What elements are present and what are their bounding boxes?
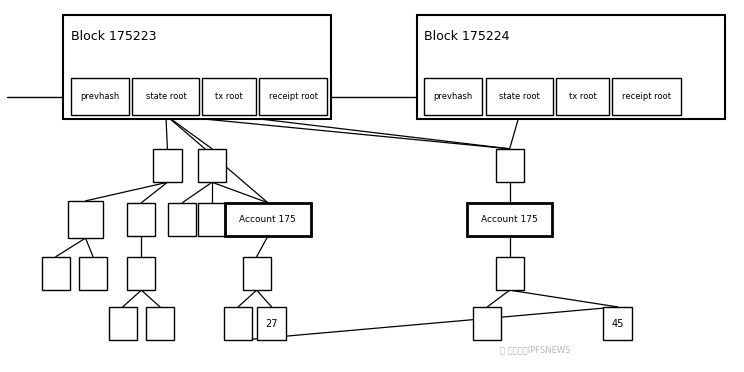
FancyBboxPatch shape [473,307,501,340]
FancyBboxPatch shape [127,257,155,290]
Text: 27: 27 [266,319,278,328]
FancyBboxPatch shape [417,15,725,119]
FancyBboxPatch shape [168,203,196,236]
Text: Block 175224: Block 175224 [424,30,510,43]
Text: prevhash: prevhash [434,92,472,101]
FancyBboxPatch shape [198,203,226,236]
Text: prevhash: prevhash [80,92,119,101]
FancyBboxPatch shape [259,78,327,115]
Text: 45: 45 [612,319,623,328]
FancyBboxPatch shape [612,78,681,115]
FancyBboxPatch shape [132,78,199,115]
Text: Block 175223: Block 175223 [71,30,156,43]
FancyBboxPatch shape [79,257,107,290]
FancyBboxPatch shape [424,78,482,115]
FancyBboxPatch shape [467,203,553,236]
FancyBboxPatch shape [225,203,311,236]
Text: 🔍 星际视界IPFSNEWS: 🔍 星际视界IPFSNEWS [501,345,571,354]
FancyBboxPatch shape [556,78,609,115]
Text: Account 175: Account 175 [240,215,296,224]
FancyBboxPatch shape [42,257,70,290]
FancyBboxPatch shape [486,78,553,115]
FancyBboxPatch shape [243,257,271,290]
FancyBboxPatch shape [198,149,226,182]
Text: state root: state root [146,92,186,101]
FancyBboxPatch shape [603,307,632,340]
Text: receipt root: receipt root [269,92,318,101]
Text: Account 175: Account 175 [481,215,538,224]
FancyBboxPatch shape [68,201,103,238]
FancyBboxPatch shape [71,78,129,115]
FancyBboxPatch shape [146,307,174,340]
Text: receipt root: receipt root [622,92,671,101]
FancyBboxPatch shape [63,15,331,119]
Text: tx root: tx root [568,92,597,101]
Text: tx root: tx root [215,92,243,101]
FancyBboxPatch shape [127,203,155,236]
FancyBboxPatch shape [224,307,252,340]
FancyBboxPatch shape [496,257,524,290]
FancyBboxPatch shape [257,307,286,340]
Text: state root: state root [499,92,539,101]
FancyBboxPatch shape [153,149,182,182]
FancyBboxPatch shape [109,307,137,340]
FancyBboxPatch shape [202,78,256,115]
FancyBboxPatch shape [496,149,524,182]
